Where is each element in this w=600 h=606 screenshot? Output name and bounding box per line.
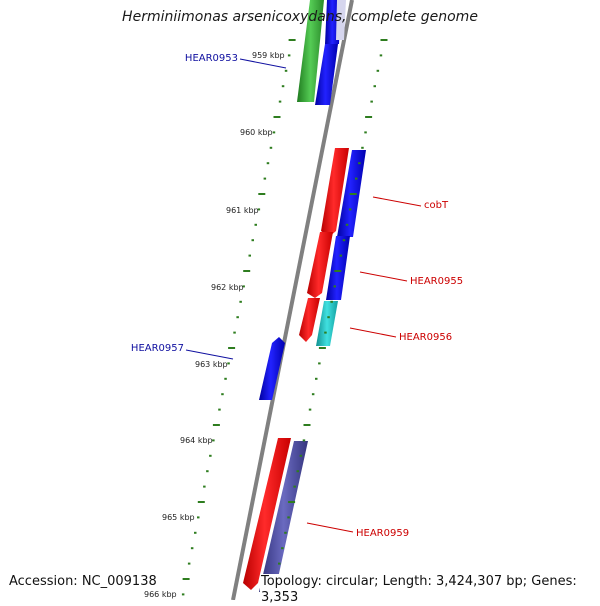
gene-label-hear0955[interactable]: HEAR0955: [410, 276, 463, 287]
scale-label-959: 959 kbp: [252, 51, 285, 60]
gene-label-hear0957[interactable]: HEAR0957: [131, 343, 184, 354]
gene-hear0956-arrow[interactable]: [316, 301, 338, 346]
scale-label-966: 966 kbp: [144, 590, 177, 599]
scale-label-960: 960 kbp: [240, 128, 273, 137]
gene-red-1-arrow[interactable]: [321, 148, 349, 237]
gene-label-hear0956[interactable]: HEAR0956: [399, 332, 452, 343]
gene-hear0955-arrow[interactable]: [326, 236, 350, 300]
gene-hear0959-arrow[interactable]: [259, 441, 308, 592]
topology-summary: Topology: circular; Length: 3,424,307 bp…: [260, 574, 600, 606]
gene-segment-top-light: [336, 0, 346, 40]
gene-red-3-arrow[interactable]: [299, 298, 320, 342]
scale-ticks: [181, 39, 388, 596]
scale-label-963: 963 kbp: [195, 360, 228, 369]
gene-hear0959-red-arrow[interactable]: [243, 438, 291, 590]
gene-label-hear0959[interactable]: HEAR0959: [356, 528, 409, 539]
gene-label-hear0953[interactable]: HEAR0953: [185, 53, 238, 64]
accession-label: Accession: NC_009138: [8, 574, 158, 590]
genome-backbone: [231, 0, 354, 601]
gene-red-2-arrow[interactable]: [307, 232, 333, 298]
scale-label-962: 962 kbp: [211, 283, 244, 292]
leader-cobt: [372, 196, 422, 207]
leader-hear0956: [349, 327, 397, 338]
scale-label-965: 965 kbp: [162, 513, 195, 522]
scale-label-961: 961 kbp: [226, 206, 259, 215]
gene-hear0952-arrow[interactable]: [315, 44, 338, 105]
leader-hear0957: [185, 349, 234, 360]
leader-hear0955: [359, 271, 408, 282]
gene-hear0957-arrow[interactable]: [259, 337, 285, 400]
gene-hear0953-arrow[interactable]: [297, 0, 324, 102]
gene-label-cobt[interactable]: cobT: [424, 200, 449, 211]
scale-label-964: 964 kbp: [180, 436, 213, 445]
map-title: Herminiimonas arsenicoxydans, complete g…: [122, 9, 478, 25]
leader-hear0953: [239, 58, 287, 69]
leader-hear0959: [306, 522, 354, 533]
